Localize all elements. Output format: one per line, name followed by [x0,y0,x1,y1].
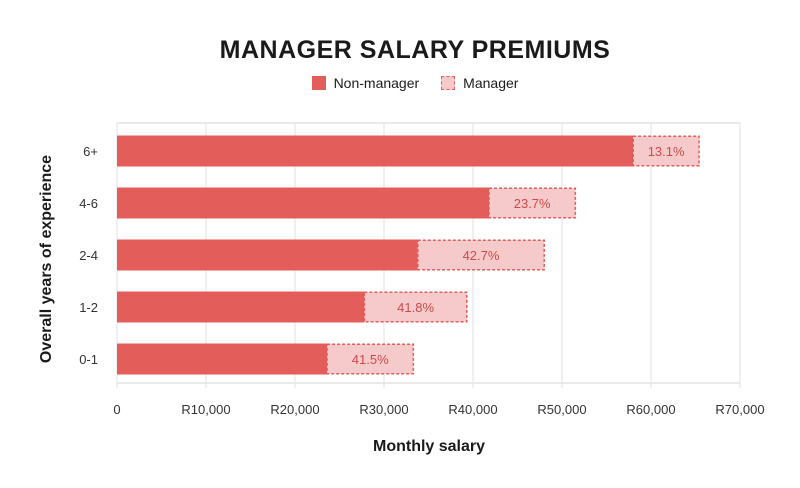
x-tick-label: R20,000 [270,402,319,417]
chart-title: MANAGER SALARY PREMIUMS [219,36,611,64]
y-tick-label: 6+ [83,144,98,159]
bar-data-label: 41.8% [397,300,434,315]
y-tick-label: 1-2 [79,300,98,315]
x-tick-label: R10,000 [181,402,230,417]
x-tick-label: R40,000 [448,402,497,417]
y-axis-title: Overall years of experience [38,155,55,363]
legend-item-non-manager: Non-manager [311,75,420,91]
legend: Non-manager Manager [0,75,800,91]
bar-data-label: 41.5% [352,352,389,367]
bar-non-manager [117,291,365,323]
legend-item-manager: Manager [441,75,518,91]
bar-manager [488,187,577,219]
y-tick-label: 4-6 [79,196,98,211]
y-tick-label: 0-1 [79,352,98,367]
bar-manager [363,291,468,323]
bar-data-label: 23.7% [514,196,551,211]
legend-label-manager: Manager [463,75,519,91]
bar-data-label: 42.7% [463,248,500,263]
legend-label-non-manager: Non-manager [333,75,420,91]
bar-non-manager [117,187,490,219]
legend-swatch-non-manager [311,76,326,90]
x-tick-label: R60,000 [626,402,675,417]
x-axis-title: Monthly salary [373,438,485,455]
bar-data-label: 13.1% [648,144,685,159]
x-tick-label: R70,000 [715,402,764,417]
bar-non-manager [117,239,418,271]
bar-manager [326,343,415,375]
bar-non-manager [117,135,634,167]
y-tick-label: 2-4 [79,248,98,263]
x-tick-label: 0 [113,402,120,417]
x-tick-label: R50,000 [537,402,586,417]
legend-swatch-manager [441,76,456,90]
bar-manager [417,239,545,271]
bar-non-manager [117,343,328,375]
bar-manager [632,135,700,167]
x-tick-label: R30,000 [359,402,408,417]
